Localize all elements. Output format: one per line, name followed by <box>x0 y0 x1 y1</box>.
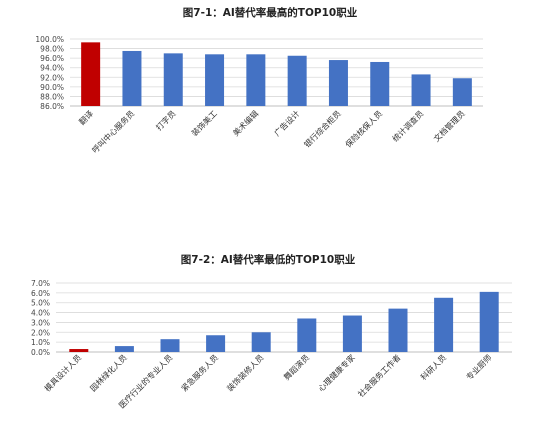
y-tick-label: 5.0% <box>31 299 50 308</box>
bar-1 <box>81 42 101 106</box>
x-tick-label: 心理健康专家 <box>316 352 357 393</box>
x-tick-label: 美术编辑 <box>231 108 261 138</box>
y-tick-label: 1.0% <box>31 338 50 347</box>
bar-10 <box>479 291 499 352</box>
bar-6 <box>287 55 307 106</box>
y-tick-label: 88.0% <box>40 92 64 101</box>
bar-8 <box>370 61 390 106</box>
y-tick-label: 3.0% <box>31 318 50 327</box>
x-tick-label: 装饰装修人员 <box>225 352 266 393</box>
chart-title: 图7-2：AI替代率最低的TOP10职业 <box>181 253 356 266</box>
bar-6 <box>297 318 317 352</box>
chart-title: 图7-1：AI替代率最高的TOP10职业 <box>183 6 358 19</box>
bar-2 <box>122 50 142 106</box>
x-tick-label: 广告设计 <box>272 108 302 138</box>
x-tick-label: 统计调查员 <box>390 108 425 143</box>
x-tick-label: 文档管理员 <box>431 108 466 143</box>
y-tick-label: 96.0% <box>40 54 64 63</box>
x-tick-label: 社会服务工作者 <box>356 352 403 399</box>
x-tick-label: 翻译 <box>77 109 95 127</box>
x-tick-label: 园林绿化人员 <box>88 352 129 393</box>
bar-3 <box>160 339 180 352</box>
y-tick-label: 90.0% <box>40 83 64 92</box>
y-tick-label: 4.0% <box>31 309 50 318</box>
bar-8 <box>388 308 408 352</box>
y-tick-label: 7.0% <box>31 279 50 288</box>
x-tick-label: 专业厨师 <box>464 352 494 382</box>
x-tick-label: 装饰美工 <box>189 108 219 138</box>
bar-3 <box>163 53 183 106</box>
bar-2 <box>114 346 134 352</box>
bar-4 <box>205 54 225 106</box>
x-tick-label: 舞蹈演员 <box>282 352 312 382</box>
bar-5 <box>251 332 271 352</box>
bar-7 <box>342 315 362 352</box>
y-tick-label: 92.0% <box>40 73 64 82</box>
y-tick-label: 0.0% <box>31 348 50 357</box>
y-tick-label: 2.0% <box>31 328 50 337</box>
y-tick-label: 86.0% <box>40 102 64 111</box>
bar-9 <box>411 74 431 106</box>
y-tick-label: 94.0% <box>40 64 64 73</box>
y-tick-label: 98.0% <box>40 45 64 54</box>
bar-4 <box>206 335 226 352</box>
y-tick-label: 100.0% <box>35 35 64 44</box>
x-tick-label: 模具设计人员 <box>42 352 83 393</box>
bar-1 <box>69 349 89 352</box>
bar-10 <box>452 78 472 106</box>
y-tick-label: 6.0% <box>31 289 50 298</box>
x-tick-label: 呼叫中心服务员 <box>90 108 137 155</box>
x-tick-label: 银行综合柜员 <box>302 108 343 149</box>
x-tick-label: 保险核保人员 <box>343 108 384 149</box>
x-tick-label: 科研人员 <box>418 352 448 382</box>
x-tick-label: 紧急服务人员 <box>179 352 220 393</box>
chart-1: 图7-1：AI替代率最高的TOP10职业 86.0%88.0%90.0%92.0%… <box>35 6 483 155</box>
bar-7 <box>328 60 348 106</box>
chart-2: 图7-2：AI替代率最低的TOP10职业 0.0%1.0%2.0%3.0%4.0%… <box>31 253 512 410</box>
bar-9 <box>434 297 454 352</box>
bar-5 <box>246 54 266 106</box>
x-tick-label: 打字员 <box>154 108 178 132</box>
